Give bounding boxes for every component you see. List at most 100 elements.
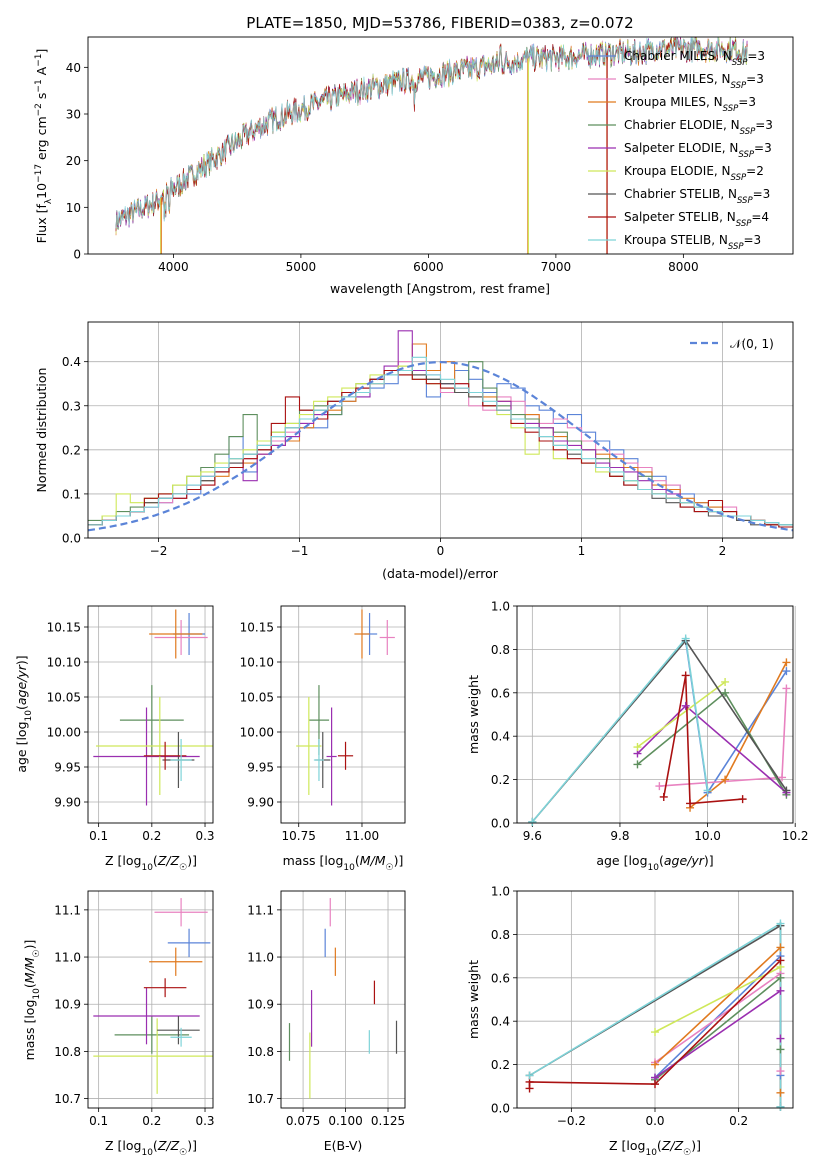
y-tick-label: 10.7 (247, 1092, 274, 1106)
axes-frame (280, 890, 406, 1109)
x-tick-label: 0.2 (729, 1114, 748, 1128)
y-tick-label: 1.0 (491, 885, 510, 899)
y-tick-label: 0.2 (491, 773, 510, 787)
legend-label: Chabrier STELIB, NSSP=3 (624, 187, 770, 206)
age-vs-mass-axes: 10.75 11.00 9.90 9.95 10.00 10.05 10.10 10.15 ma… (240, 605, 406, 873)
spectrum-line (115, 37, 748, 231)
y-tick-label: 11.1 (247, 903, 274, 917)
age-vs-mass-plot-area (296, 609, 395, 806)
y-tick-label: 11.0 (247, 951, 274, 965)
x-tick-label: 0 (437, 544, 445, 558)
y-tick-label: 0.8 (491, 643, 510, 657)
y-axis-label: Flux [fλ10−17 erg cm−2 s−1 A−1] (34, 49, 54, 244)
y-tick-label: 10.00 (240, 726, 274, 740)
y-tick-label: 9.90 (54, 796, 81, 810)
spectrum-line (115, 37, 748, 231)
y-tick-label: 10.8 (54, 1045, 81, 1059)
x-tick-label: 9.6 (523, 829, 542, 843)
x-tick-label: 10.75 (282, 829, 316, 843)
x-axis-label: E(B-V) (324, 1138, 363, 1153)
weight-marker (651, 1028, 659, 1037)
y-tick-label: 1.0 (491, 600, 510, 614)
residuals-plot-area (88, 330, 793, 532)
weight-marker (681, 701, 690, 710)
weight-marker (776, 1067, 785, 1076)
x-axis-label: mass [log10(M/M☉)] (283, 853, 404, 873)
y-tick-label: 0.0 (491, 1102, 510, 1116)
weight-vs-age-plot-area (531, 636, 788, 823)
weight-marker (776, 943, 785, 952)
y-tick-label: 20 (66, 154, 81, 168)
y-tick-label: 10.7 (54, 1092, 81, 1106)
y-tick-label: 9.95 (247, 761, 274, 775)
y-tick-label: 0 (73, 248, 81, 262)
x-axis-label: Z [log10(Z/Z☉)] (105, 853, 197, 873)
spectrum-line (115, 37, 748, 236)
y-tick-label: 9.90 (247, 796, 274, 810)
weight-marker (633, 743, 642, 752)
spectrum-line (115, 37, 748, 233)
y-tick-label: 10.9 (247, 998, 274, 1012)
x-axis-label: Z [log10(Z/Z☉)] (105, 1138, 197, 1158)
weight-marker (721, 688, 730, 697)
y-tick-label: 0.2 (62, 443, 81, 457)
y-tick-label: 0.4 (62, 355, 81, 369)
x-tick-label: −2 (150, 544, 168, 558)
x-axis-label: (data-model)/error (382, 566, 499, 581)
y-tick-label: 11.1 (54, 903, 81, 917)
histogram-step (88, 356, 793, 526)
weight-marker (776, 1034, 785, 1043)
weight-marker (633, 760, 642, 769)
chart-title: PLATE=1850, MJD=53786, FIBERID=0383, z=0… (246, 14, 633, 32)
age-vs-Z-plot-area (93, 609, 213, 806)
weight-marker (651, 1080, 659, 1089)
y-tick-label: 10.15 (240, 621, 274, 635)
x-axis-label: wavelength [Angstrom, rest frame] (330, 281, 550, 296)
weight-marker (776, 973, 785, 982)
x-tick-label: −0.2 (557, 1114, 586, 1128)
legend-label: Kroupa MILES, NSSP=3 (624, 95, 756, 114)
weight-line (654, 954, 782, 1079)
y-axis-label: age [log10(age/yr)] (14, 655, 34, 772)
weight-marker (776, 1088, 785, 1097)
spectrum-line (115, 37, 748, 229)
x-tick-label: 11.00 (345, 829, 379, 843)
x-tick-label: 4000 (158, 260, 189, 274)
weight-marker (721, 775, 730, 784)
weight-marker (528, 817, 537, 826)
weight-marker (738, 795, 747, 804)
y-tick-label: 10.9 (54, 998, 81, 1012)
weight-marker (703, 786, 712, 795)
axes-frame (516, 605, 794, 824)
weight-marker (776, 1102, 785, 1111)
x-tick-label: 10.2 (782, 829, 809, 843)
weight-marker (651, 1060, 659, 1069)
legend: Chabrier MILES, NSSP=3 Salpeter MILES, NS… (588, 49, 773, 252)
spectrum-line (115, 37, 748, 232)
weight-marker (681, 671, 690, 680)
y-tick-label: 0.8 (491, 928, 510, 942)
x-tick-label: 0.075 (286, 1114, 320, 1128)
weight-line (689, 662, 788, 809)
x-tick-label: 6000 (413, 260, 444, 274)
legend-label: Kroupa ELODIE, NSSP=2 (624, 164, 764, 183)
x-tick-label: 7000 (541, 260, 572, 274)
y-tick-label: 10.05 (240, 691, 274, 705)
weight-marker (776, 986, 785, 995)
x-tick-label: 10.0 (694, 829, 721, 843)
x-tick-label: 8000 (668, 260, 699, 274)
y-tick-label: 0.0 (62, 532, 81, 546)
legend: 𝒩(0, 1) (690, 337, 774, 351)
y-tick-label: 10.10 (240, 656, 274, 670)
weight-marker (686, 799, 695, 808)
x-axis-label: age [log10(age/yr)] (596, 853, 713, 873)
x-tick-label: 0.0 (645, 1114, 664, 1128)
axes-frame (87, 605, 214, 824)
y-tick-label: 0.6 (491, 971, 510, 985)
x-tick-label: 0.100 (328, 1114, 362, 1128)
y-axis-label: Normed distribution (34, 368, 49, 493)
legend-label: Kroupa STELIB, NSSP=3 (624, 233, 761, 252)
weight-marker (525, 1071, 534, 1080)
y-axis-label: mass weight (466, 960, 481, 1039)
